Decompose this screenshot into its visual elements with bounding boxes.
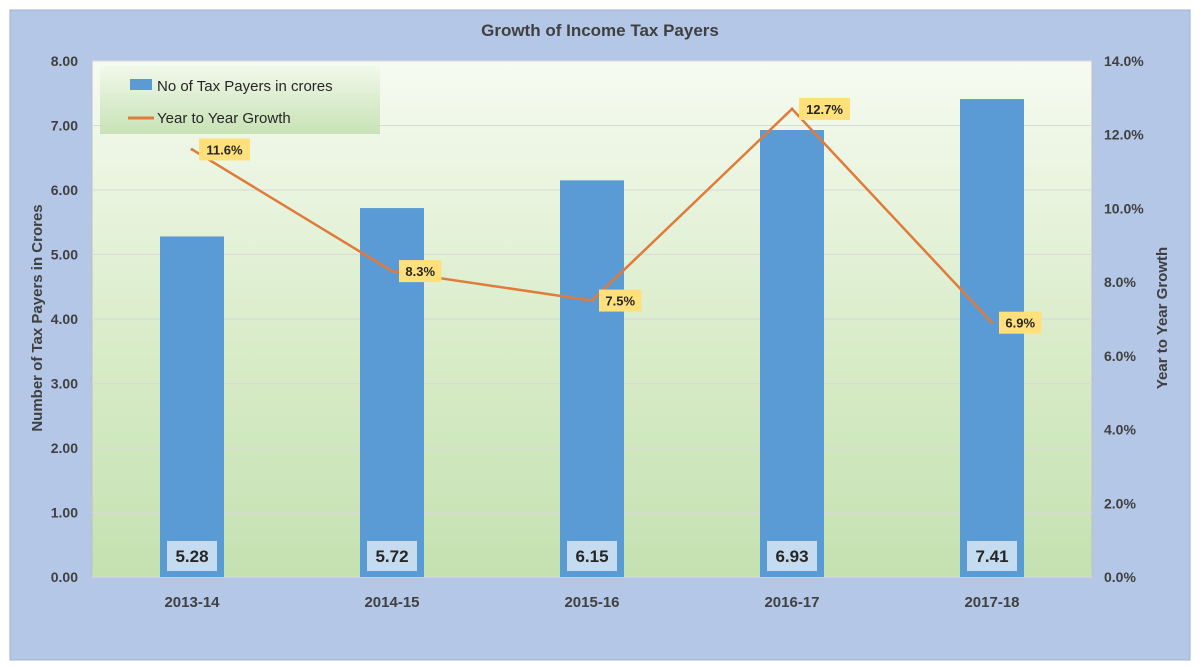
line-label-box bbox=[199, 138, 250, 161]
line-label-box bbox=[399, 260, 442, 283]
y-tick-label: 4.00 bbox=[51, 311, 78, 327]
y2-tick-label: 4.0% bbox=[1104, 422, 1136, 438]
y-tick-label: 3.00 bbox=[51, 376, 78, 392]
y-tick-label: 7.00 bbox=[51, 118, 78, 134]
y-tick-label: 6.00 bbox=[51, 182, 78, 198]
y-axis-left: 0.00 1.00 2.00 3.00 4.00 5.00 6.00 7.00 8.00 bbox=[51, 53, 78, 585]
bar bbox=[160, 236, 224, 577]
y-tick-label: 2.00 bbox=[51, 440, 78, 456]
bar-label-box bbox=[767, 541, 817, 571]
x-tick-label: 2017-18 bbox=[964, 594, 1019, 611]
bar bbox=[960, 99, 1024, 578]
y2-axis-label: Year to Year Growth bbox=[1154, 247, 1171, 389]
line-label-box bbox=[599, 289, 642, 312]
y-axis-label: Number of Tax Payers in Crores bbox=[29, 204, 46, 431]
y2-tick-label: 10.0% bbox=[1104, 200, 1144, 216]
legend-label-line: Year to Year Growth bbox=[157, 110, 291, 127]
x-tick-label: 2014-15 bbox=[364, 594, 419, 611]
y-tick-label: 5.00 bbox=[51, 247, 78, 263]
bar-data-label: 5.72 bbox=[375, 547, 408, 566]
legend: No of Tax Payers in crores Year to Year … bbox=[100, 66, 380, 134]
x-axis: 2013-14 2014-15 2015-16 2016-17 2017-18 bbox=[164, 594, 1019, 611]
y2-tick-label: 6.0% bbox=[1104, 348, 1136, 364]
bar bbox=[560, 180, 624, 577]
bar-data-label: 6.93 bbox=[775, 547, 808, 566]
bar-data-label: 6.15 bbox=[575, 547, 608, 566]
y-tick-label: 1.00 bbox=[51, 505, 78, 521]
x-tick-label: 2016-17 bbox=[764, 594, 819, 611]
line-data-label: 7.5% bbox=[605, 294, 635, 309]
legend-label-bar: No of Tax Payers in crores bbox=[157, 78, 333, 95]
y2-tick-label: 2.0% bbox=[1104, 495, 1136, 511]
bar-data-label: 7.41 bbox=[975, 547, 1008, 566]
line-series bbox=[190, 107, 994, 325]
y2-tick-label: 14.0% bbox=[1104, 53, 1144, 69]
line-data-label: 8.3% bbox=[405, 264, 435, 279]
line-data-label: 6.9% bbox=[1005, 316, 1035, 331]
bar bbox=[760, 130, 824, 577]
line-point bbox=[990, 321, 994, 325]
line-point bbox=[790, 107, 794, 111]
y-axis-right: 0.0% 2.0% 4.0% 6.0% 8.0% 10.0% 12.0% 14.0% bbox=[1104, 53, 1144, 585]
bar-data-label: 5.28 bbox=[175, 547, 208, 566]
bar-series bbox=[160, 99, 1024, 578]
chart-title: Growth of Income Tax Payers bbox=[481, 21, 719, 40]
line-point bbox=[590, 299, 594, 303]
line-data-label: 11.6% bbox=[206, 142, 243, 157]
x-tick-label: 2013-14 bbox=[164, 594, 220, 611]
bar-label-box bbox=[967, 541, 1017, 571]
y-tick-label: 8.00 bbox=[51, 53, 78, 69]
bar-label-box bbox=[567, 541, 617, 571]
line-label-box bbox=[999, 311, 1042, 334]
y-tick-label: 0.00 bbox=[51, 569, 78, 585]
y2-tick-label: 12.0% bbox=[1104, 127, 1144, 143]
legend-box bbox=[100, 66, 380, 134]
x-tick-label: 2015-16 bbox=[564, 594, 619, 611]
bar-label-box bbox=[167, 541, 217, 571]
line-label-box bbox=[799, 97, 850, 120]
line-point bbox=[390, 269, 394, 273]
y2-tick-label: 8.0% bbox=[1104, 274, 1136, 290]
line-point bbox=[190, 147, 194, 151]
bar-label-box bbox=[367, 541, 417, 571]
line-data-label: 12.7% bbox=[806, 102, 843, 117]
legend-swatch-bar bbox=[130, 79, 152, 90]
line-data-labels: 11.6% 8.3% 7.5% 12.7% 6.9% bbox=[199, 97, 1042, 334]
y2-tick-label: 0.0% bbox=[1104, 569, 1136, 585]
bar-data-labels: 5.28 5.72 6.15 6.93 7.41 bbox=[167, 541, 1017, 571]
